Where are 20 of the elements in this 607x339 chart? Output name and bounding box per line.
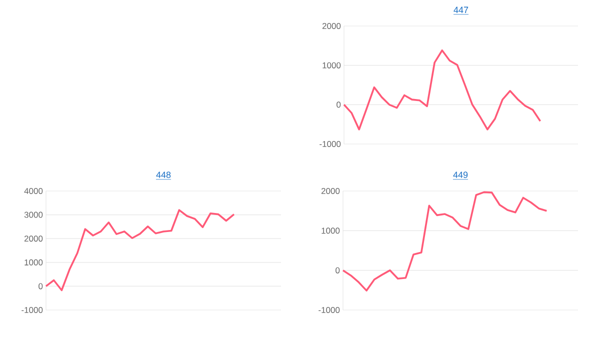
line-series: [343, 49, 542, 130]
chart-title: 447: [454, 6, 468, 13]
y-tick-label: 1000: [322, 62, 341, 68]
chart-title: 448: [156, 172, 171, 178]
y-tick-label: 0: [38, 283, 43, 290]
y-tick-label: -1000: [318, 306, 340, 314]
y-tick-label: -1000: [22, 306, 43, 314]
chart-title: 449: [453, 172, 468, 178]
y-tick-label: 2000: [322, 22, 341, 29]
y-tick-label: 2000: [24, 236, 43, 242]
y-tick-label: 1000: [322, 228, 340, 234]
y-tick-label: 0: [336, 102, 341, 108]
y-tick-label: 4000: [24, 188, 43, 194]
y-tick-label: 1000: [24, 259, 43, 266]
y-tick-label: 0: [336, 267, 340, 274]
line-series: [45, 209, 235, 292]
y-tick-label: 2000: [321, 188, 340, 194]
y-tick-label: 3000: [24, 212, 43, 218]
y-tick-label: -1000: [320, 140, 341, 147]
line-series: [342, 191, 548, 292]
